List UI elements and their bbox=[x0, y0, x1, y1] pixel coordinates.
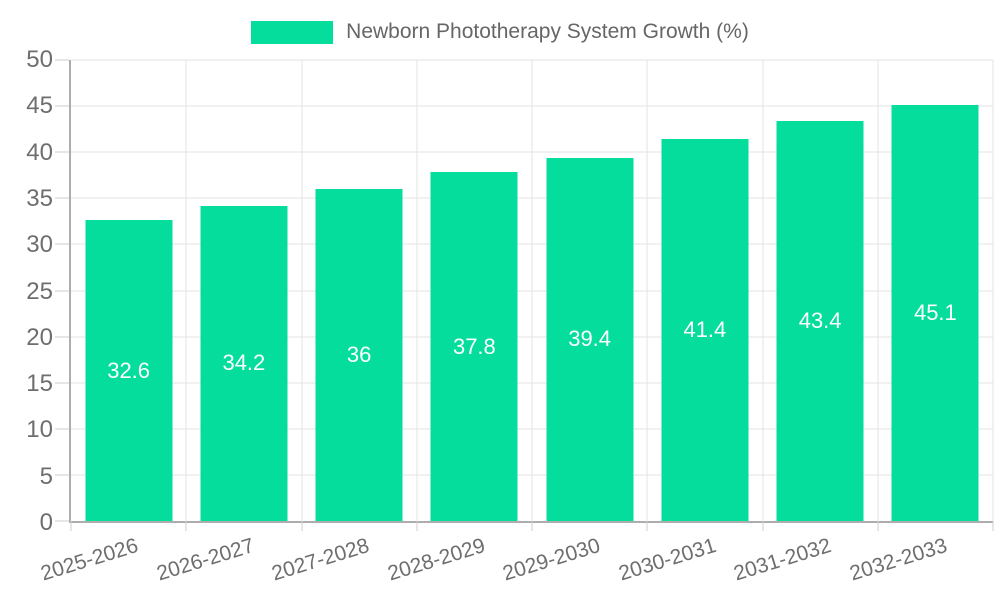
y-tick-label: 45 bbox=[26, 92, 53, 120]
bar-value-label: 36 bbox=[346, 342, 372, 368]
plot-area: 32.6 34.2 36 37.8 39.4 41.4 43.4 45.1 bbox=[55, 59, 994, 531]
y-axis-labels: 0 5 10 15 20 25 30 35 40 45 50 bbox=[0, 48, 53, 535]
x-tick-mark bbox=[301, 521, 302, 531]
x-tick-mark bbox=[70, 521, 72, 531]
y-tick-label: 25 bbox=[26, 277, 53, 305]
y-tick-label: 10 bbox=[26, 416, 53, 444]
bar-value-label: 39.4 bbox=[568, 326, 612, 352]
y-tick-label: 30 bbox=[26, 231, 53, 259]
gridline-vertical bbox=[877, 60, 879, 521]
y-tick-mark bbox=[55, 151, 69, 153]
x-tick-mark bbox=[762, 521, 763, 531]
legend-label: Newborn Phototherapy System Growth (%) bbox=[346, 20, 749, 43]
y-tick-label: 40 bbox=[26, 138, 53, 166]
bar-2028-2029[interactable]: 37.8 bbox=[430, 172, 518, 521]
y-tick-mark bbox=[55, 197, 69, 199]
y-tick-label: 20 bbox=[26, 323, 53, 351]
x-tick-mark bbox=[877, 521, 879, 531]
y-tick-label: 15 bbox=[26, 370, 53, 398]
y-tick-mark bbox=[55, 59, 69, 61]
bar-value-label: 45.1 bbox=[913, 300, 957, 326]
gridline-vertical bbox=[762, 60, 763, 521]
x-tick-label: 2029-2030 bbox=[500, 534, 604, 586]
y-tick-mark bbox=[55, 105, 69, 107]
x-tick-label: 2027-2028 bbox=[269, 534, 373, 586]
gridline-vertical bbox=[992, 60, 994, 521]
bar-2031-2032[interactable]: 43.4 bbox=[776, 120, 864, 521]
bar-value-label: 37.8 bbox=[452, 333, 496, 359]
x-tick-mark bbox=[416, 521, 418, 531]
y-tick-mark bbox=[55, 290, 69, 291]
gridline-vertical bbox=[416, 60, 418, 521]
x-tick-mark bbox=[185, 521, 187, 531]
bar-value-label: 43.4 bbox=[798, 307, 842, 333]
x-tick-mark bbox=[646, 521, 648, 531]
bar-2030-2031[interactable]: 41.4 bbox=[661, 139, 749, 521]
y-tick-label: 5 bbox=[39, 462, 53, 490]
y-tick-label: 35 bbox=[26, 184, 53, 212]
x-tick-label: 2032-2033 bbox=[846, 534, 950, 586]
x-tick-label: 2025-2026 bbox=[38, 534, 142, 586]
y-tick-mark bbox=[55, 243, 69, 245]
x-tick-mark bbox=[992, 521, 994, 531]
x-tick-label: 2028-2029 bbox=[384, 534, 488, 586]
legend[interactable]: Newborn Phototherapy System Growth (%) bbox=[0, 16, 1000, 48]
y-tick-mark bbox=[55, 474, 69, 476]
y-tick-mark bbox=[55, 428, 69, 430]
x-tick-label: 2026-2027 bbox=[153, 534, 257, 586]
gridline-vertical bbox=[646, 60, 648, 521]
y-tick-label: 0 bbox=[39, 509, 53, 536]
y-tick-mark bbox=[55, 382, 69, 384]
x-tick-mark bbox=[531, 521, 533, 531]
x-tick-label: 2031-2032 bbox=[731, 534, 835, 586]
y-tick-mark bbox=[55, 520, 69, 522]
gridline-vertical bbox=[185, 60, 187, 521]
bar-value-label: 34.2 bbox=[222, 350, 266, 376]
bar-value-label: 41.4 bbox=[683, 317, 727, 343]
y-tick-label: 50 bbox=[26, 46, 53, 73]
bar-2026-2027[interactable]: 34.2 bbox=[200, 205, 288, 521]
y-tick-mark bbox=[55, 336, 69, 338]
bar-value-label: 32.6 bbox=[107, 357, 151, 383]
bar-2027-2028[interactable]: 36 bbox=[315, 189, 403, 521]
gridline-vertical bbox=[301, 60, 302, 521]
bar-2032-2033[interactable]: 45.1 bbox=[891, 105, 979, 521]
legend-swatch bbox=[251, 20, 334, 44]
bar-2029-2030[interactable]: 39.4 bbox=[546, 157, 634, 521]
gridline-vertical bbox=[531, 60, 533, 521]
x-tick-label: 2030-2031 bbox=[615, 534, 719, 586]
bar-2025-2026[interactable]: 32.6 bbox=[85, 220, 173, 521]
